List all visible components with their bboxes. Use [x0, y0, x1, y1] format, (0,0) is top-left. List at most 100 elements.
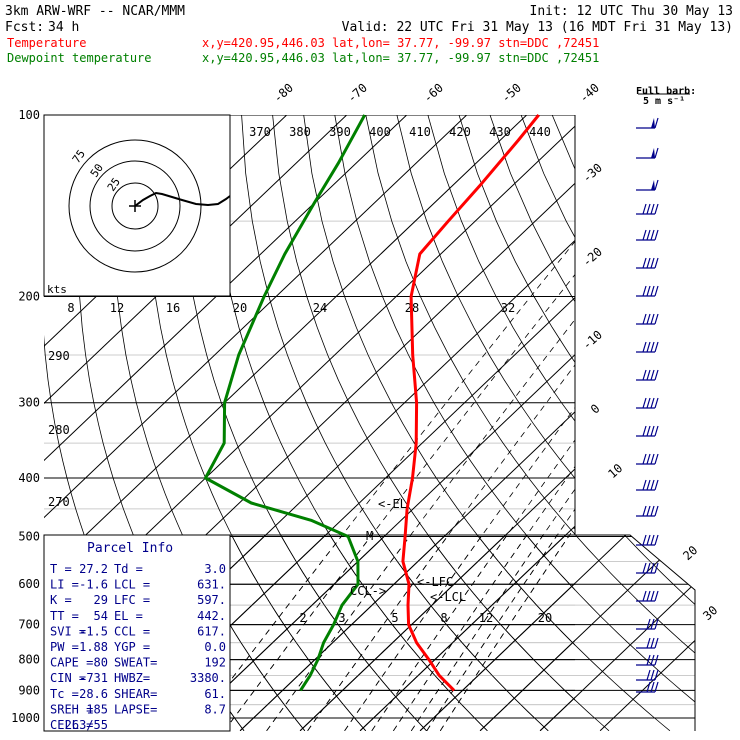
parcel-value2-3: 442.	[197, 609, 226, 623]
isotherm-label-5: -30	[580, 161, 605, 186]
pressure-tick-900: 900	[18, 683, 40, 697]
hodograph-label-25: 25	[105, 175, 123, 193]
temperature-legend: Temperature	[7, 36, 86, 50]
mixing-ratio-low-label-0: 2	[299, 611, 306, 625]
pressure-tick-400: 400	[18, 471, 40, 485]
dewpoint-legend: Dewpoint temperature	[7, 51, 152, 65]
mixing-ratio-low-label-5: 20	[538, 611, 552, 625]
isotherm-label-1: -70	[345, 81, 370, 106]
parcel-label-9: SREH =	[50, 702, 93, 716]
theta-label-0: 290	[48, 349, 70, 363]
theta-e-label-3: 400	[369, 125, 391, 139]
isotherm-label-4: -40	[577, 81, 602, 106]
isotherm--60	[44, 115, 528, 576]
hodograph-label-75: 75	[70, 147, 88, 165]
theta-e-label-0: 370	[249, 125, 271, 139]
mixing-ratio-low-label-3: 8	[440, 611, 447, 625]
isotherm-60	[600, 87, 740, 730]
mixing-ratio-label-6: 32	[501, 301, 515, 315]
init-time: Init: 12 UTC Thu 30 May 13	[530, 4, 734, 19]
parcel-label2-5: YGP =	[114, 640, 150, 654]
parcel-value2-8: 61.	[204, 687, 226, 701]
parcel-value2-7: 3380.	[190, 671, 226, 685]
parcel-value-3: 54	[94, 609, 108, 623]
hodograph-ring-25	[111, 182, 159, 230]
isotherm-label-9: 10	[605, 461, 625, 481]
annotation-4: <-LCL	[430, 590, 466, 604]
pressure-tick-300: 300	[18, 396, 40, 410]
parcel-label-6: CAPE =	[50, 656, 93, 670]
parcel-value2-5: 0.0	[204, 640, 226, 654]
pressure-tick-100: 100	[18, 108, 40, 122]
mixing-ratio-label-0: 8	[67, 301, 74, 315]
hodograph-ring-50	[89, 160, 181, 252]
parcel-label-5: PW =	[50, 640, 79, 654]
parcel-value2-4: 617.	[197, 624, 226, 638]
pressure-tick-500: 500	[18, 529, 40, 543]
parcel-value2-6: 192	[204, 656, 226, 670]
full-barb-label: Full barb:	[636, 86, 696, 97]
mixing-ratio-low-label-2: 5	[391, 611, 398, 625]
parcel-label2-1: LCL =	[114, 578, 150, 592]
isotherm-label-8: 0	[588, 401, 603, 416]
mixing-ratio-low-label-1: 3	[338, 611, 345, 625]
sounding-traces: <-EL M <-LFC CCL-> <-LCL	[204, 114, 540, 692]
parcel-value-1: -1.6	[79, 578, 108, 592]
parcel-label2-3: EL =	[114, 609, 143, 623]
hodograph-unit: kts	[47, 283, 67, 296]
annotation-1: M	[366, 529, 373, 543]
wind-barb-legend: Full barb: 5 m s⁻¹	[636, 86, 696, 107]
theta-e-label-4: 410	[409, 125, 431, 139]
parcel-label-8: Tc =	[50, 687, 79, 701]
parcel-label-7: CIN =	[50, 671, 86, 685]
theta-e-label-7: 440	[529, 125, 551, 139]
parcel-value-0: 27.2	[79, 562, 108, 576]
parcel-label2-7: HWBZ=	[114, 671, 150, 685]
theta-e-label-5: 420	[449, 125, 471, 139]
theta-e-label-2: 390	[329, 125, 351, 139]
hodograph-ring-75	[68, 139, 202, 273]
parcel-value2-2: 597.	[197, 593, 226, 607]
theta-label-2: 270	[48, 495, 70, 509]
parcel-label-0: T =	[50, 562, 72, 576]
parcel-label2-0: Td =	[114, 562, 143, 576]
pressure-tick-800: 800	[18, 653, 40, 667]
parcel-label-10: CELL =	[50, 718, 93, 732]
annotation-2: <-LFC	[417, 575, 453, 589]
isotherm-40	[479, 639, 575, 731]
mixing-ratio-label-4: 24	[313, 301, 327, 315]
parcel-label-2: K =	[50, 593, 72, 607]
parcel-info-title: Parcel Info	[87, 541, 173, 556]
isotherm--90	[44, 115, 348, 404]
isotherm--70	[44, 115, 468, 519]
forecast-label: Fcst:	[5, 20, 44, 35]
model-title: 3km ARW-WRF -- NCAR/MMM	[5, 4, 185, 19]
dewpoint-trace	[204, 114, 367, 692]
parcel-value-6: 80	[94, 656, 108, 670]
valid-time: Valid: 22 UTC Fri 31 May 13 (16 MDT Fri …	[342, 20, 733, 35]
annotation-0: <-EL	[378, 497, 407, 511]
parcel-value-5: 1.88	[79, 640, 108, 654]
isotherm-30	[419, 582, 575, 731]
isotherm-label-10: 20	[680, 543, 700, 563]
isotherm-label-2: -60	[421, 81, 446, 106]
parcel-label-4: SVI =	[50, 624, 86, 638]
parcel-value-7: -731	[79, 671, 108, 685]
isotherm-label-0: -80	[271, 81, 296, 106]
parcel-label2-6: SWEAT=	[114, 656, 157, 670]
isotherm--10	[179, 354, 575, 731]
hodograph: 75 50 25 kts	[43, 114, 231, 297]
parcel-value2-9: 8.7	[204, 702, 226, 716]
hodograph-label-50: 50	[88, 161, 106, 179]
theta-e-label-1: 380	[289, 125, 311, 139]
parcel-value-2: 29	[94, 593, 108, 607]
parcel-label2-8: SHEAR=	[114, 687, 157, 701]
mixing-ratio-label-1: 12	[110, 301, 124, 315]
parcel-label2-9: LAPSE=	[114, 702, 157, 716]
pressure-tick-1000: 1000	[11, 711, 40, 725]
wind-barbs	[636, 117, 659, 693]
parcel-label2-4: CCL =	[114, 624, 150, 638]
dewpoint-station-info: x,y=420.95,446.03 lat,lon= 37.77, -99.97…	[202, 51, 599, 65]
mixing-ratio-label-3: 20	[233, 301, 247, 315]
